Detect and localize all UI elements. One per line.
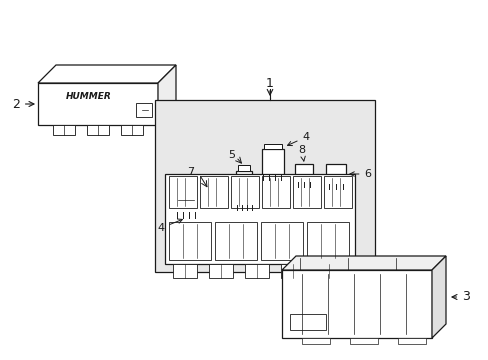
Bar <box>87 125 109 135</box>
Bar <box>349 338 377 344</box>
Bar <box>294 164 312 182</box>
Text: 2: 2 <box>12 98 34 111</box>
Bar <box>236 171 251 205</box>
Bar <box>215 222 257 260</box>
Bar <box>262 149 284 175</box>
Text: HUMMER: HUMMER <box>65 92 111 101</box>
Bar <box>173 264 197 278</box>
Bar <box>175 188 197 212</box>
Text: 3: 3 <box>451 291 469 303</box>
Bar <box>302 338 329 344</box>
Bar <box>397 338 425 344</box>
Bar <box>164 174 354 264</box>
Polygon shape <box>38 65 176 83</box>
Bar <box>261 222 303 260</box>
Polygon shape <box>201 180 223 200</box>
Bar <box>121 125 142 135</box>
Text: 1: 1 <box>265 77 273 90</box>
Bar <box>244 264 268 278</box>
Text: 4: 4 <box>157 219 182 233</box>
Bar <box>208 264 232 278</box>
Text: 5: 5 <box>228 150 235 160</box>
Polygon shape <box>158 65 176 125</box>
Bar <box>200 176 227 208</box>
Polygon shape <box>282 256 445 270</box>
Bar <box>306 222 348 260</box>
Bar <box>289 314 325 330</box>
Bar <box>169 176 197 208</box>
Bar <box>230 176 259 208</box>
Bar <box>53 125 75 135</box>
Bar <box>155 100 374 272</box>
Text: 6: 6 <box>349 169 371 179</box>
Text: 7: 7 <box>187 167 194 177</box>
Bar <box>324 176 351 208</box>
Bar <box>325 164 346 184</box>
Text: 8: 8 <box>298 145 305 161</box>
Bar <box>238 165 249 171</box>
Bar <box>264 144 282 149</box>
Bar <box>169 222 210 260</box>
Bar <box>262 176 289 208</box>
Bar <box>136 103 152 117</box>
Bar <box>38 83 158 125</box>
Bar <box>281 264 305 278</box>
Bar <box>292 176 320 208</box>
Bar <box>316 264 340 278</box>
Polygon shape <box>431 256 445 338</box>
Bar <box>282 270 431 338</box>
Text: 4: 4 <box>287 132 309 145</box>
